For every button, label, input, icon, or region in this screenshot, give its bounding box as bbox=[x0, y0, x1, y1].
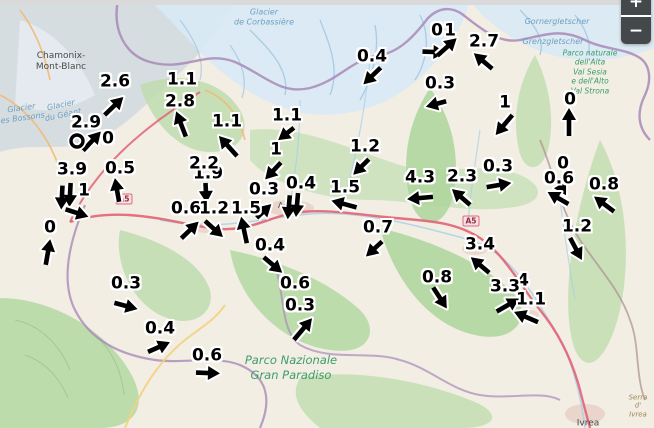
wind-direction-arrow-icon bbox=[101, 94, 126, 119]
wind-direction-arrow-icon bbox=[52, 182, 79, 212]
wind-direction-arrow-icon bbox=[468, 255, 493, 277]
wind-speed-label: 0.3 bbox=[284, 295, 316, 316]
wind-direction-arrow-icon bbox=[108, 176, 126, 203]
zoom-control-divider bbox=[621, 15, 651, 17]
wind-direction-arrow-icon bbox=[290, 316, 314, 343]
wind-speed-label: 1.1 bbox=[515, 289, 547, 310]
wind-direction-arrow-icon bbox=[545, 189, 571, 208]
wind-direction-arrow-icon bbox=[260, 253, 285, 275]
wind-speed-label: 1.2 bbox=[198, 198, 230, 219]
wind-direction-arrow-icon bbox=[566, 235, 585, 263]
wind-speed-label: 3.3 bbox=[489, 276, 521, 297]
wind-speed-label: 0.6 bbox=[543, 168, 575, 189]
wind-direction-arrow-icon bbox=[253, 202, 274, 222]
wind-direction-arrow-icon bbox=[560, 106, 578, 136]
wind-speed-label: 1.1 bbox=[166, 69, 198, 90]
wind-speed-label: 0 bbox=[557, 153, 569, 174]
wind-direction-arrow-icon bbox=[64, 204, 91, 222]
wind-speed-label: 0.3 bbox=[248, 179, 280, 200]
wind-speed-label: 2.2 bbox=[188, 153, 220, 174]
zoom-control: + − bbox=[621, 0, 651, 44]
wind-speed-label: 1.9 bbox=[192, 163, 224, 184]
wind-direction-arrow-icon bbox=[493, 112, 516, 137]
wind-speed-label: 0.7 bbox=[362, 217, 394, 238]
wind-speed-label: 0.6 bbox=[191, 345, 223, 366]
wind-speed-label: 0.5 bbox=[104, 158, 136, 179]
wind-direction-arrow-icon bbox=[485, 176, 514, 194]
wind-speed-label: 1.5 bbox=[230, 198, 262, 219]
wind-speed-label: 1.1 bbox=[271, 105, 303, 126]
wind-direction-arrow-icon bbox=[279, 192, 306, 222]
wind-direction-arrow-icon bbox=[263, 159, 285, 182]
zoom-in-button[interactable]: + bbox=[628, 0, 644, 12]
wind-direction-arrow-icon bbox=[79, 129, 103, 154]
wind-speed-label: 4.3 bbox=[404, 167, 436, 188]
wind-speed-label: 2.8 bbox=[164, 91, 196, 112]
wind-speed-label: 0 bbox=[431, 20, 443, 41]
wind-direction-arrow-icon bbox=[39, 237, 58, 266]
wind-direction-arrow-icon bbox=[592, 194, 617, 216]
wind-speed-label: 0.3 bbox=[424, 73, 456, 94]
wind-speed-label: 2.3 bbox=[446, 166, 478, 187]
wind-speed-label: 2.6 bbox=[99, 71, 131, 92]
wind-speed-label: 0.4 bbox=[144, 318, 176, 339]
wind-speed-label: 3.9 bbox=[56, 159, 88, 180]
wind-direction-arrow-icon bbox=[494, 296, 522, 316]
wind-speed-label: 0.8 bbox=[421, 267, 453, 288]
wind-speed-label: 0.6 bbox=[170, 198, 202, 219]
wind-direction-arrow-icon bbox=[351, 156, 372, 177]
wind-direction-arrow-icon bbox=[429, 285, 449, 311]
wind-speed-label: 2.9 bbox=[70, 112, 102, 133]
wind-direction-arrow-icon bbox=[449, 187, 474, 209]
wind-direction-arrow-icon bbox=[361, 64, 384, 87]
wind-speed-label: 0.8 bbox=[588, 174, 620, 195]
wind-speed-label: 0.3 bbox=[110, 273, 142, 294]
wind-direction-arrow-icon bbox=[276, 124, 297, 143]
calm-wind-symbol-icon bbox=[67, 131, 87, 151]
wind-speed-label: 3.4 bbox=[464, 234, 496, 255]
wind-speed-label: 0 bbox=[44, 217, 56, 238]
wind-direction-arrow-icon bbox=[234, 214, 253, 245]
wind-speed-label: 1 bbox=[444, 20, 456, 41]
wind-direction-arrow-icon bbox=[405, 189, 434, 208]
wind-direction-arrow-icon bbox=[434, 36, 459, 60]
wind-direction-arrow-icon bbox=[171, 109, 191, 139]
wind-direction-arrow-icon bbox=[196, 182, 215, 205]
motorway-shield: A5 bbox=[462, 215, 480, 227]
wind-direction-arrow-icon bbox=[146, 338, 172, 356]
wind-direction-arrow-icon bbox=[113, 297, 140, 315]
wind-speed-label: 1 bbox=[78, 180, 90, 201]
wind-speed-label: 1.1 bbox=[211, 111, 243, 132]
wind-speed-label: 0.3 bbox=[482, 156, 514, 177]
wind-speed-label: 0 bbox=[564, 89, 576, 110]
wind-speed-label: 1.5 bbox=[329, 177, 361, 198]
wind-speed-label: 0.4 bbox=[356, 46, 388, 67]
wind-direction-arrow-icon bbox=[202, 217, 225, 240]
wind-speed-label: 0 bbox=[102, 128, 114, 149]
wind-direction-arrow-icon bbox=[363, 238, 386, 259]
zoom-out-button[interactable]: − bbox=[628, 20, 644, 41]
wind-direction-arrow-icon bbox=[195, 364, 222, 382]
wind-speed-label: 1.2 bbox=[561, 216, 593, 237]
wind-speed-label: 2.7 bbox=[468, 31, 500, 52]
wind-speed-label: 1 bbox=[270, 139, 282, 160]
wind-direction-arrow-icon bbox=[216, 133, 241, 160]
wind-speed-label: 0.4 bbox=[254, 235, 286, 256]
wind-speed-label: 0.4 bbox=[285, 173, 317, 194]
wind-speed-label: 4 bbox=[517, 270, 529, 291]
wind-direction-arrow-icon bbox=[512, 308, 540, 327]
wind-direction-arrow-icon bbox=[423, 94, 448, 113]
wind-direction-arrow-icon bbox=[471, 51, 496, 73]
wind-speed-label: 0.6 bbox=[279, 273, 311, 294]
wind-direction-arrow-icon bbox=[178, 219, 201, 242]
wind-direction-arrow-icon bbox=[329, 194, 358, 213]
wind-speed-label: 1 bbox=[499, 92, 511, 113]
top-edge-strip bbox=[0, 0, 620, 5]
wind-speed-label: 1.2 bbox=[349, 136, 381, 157]
